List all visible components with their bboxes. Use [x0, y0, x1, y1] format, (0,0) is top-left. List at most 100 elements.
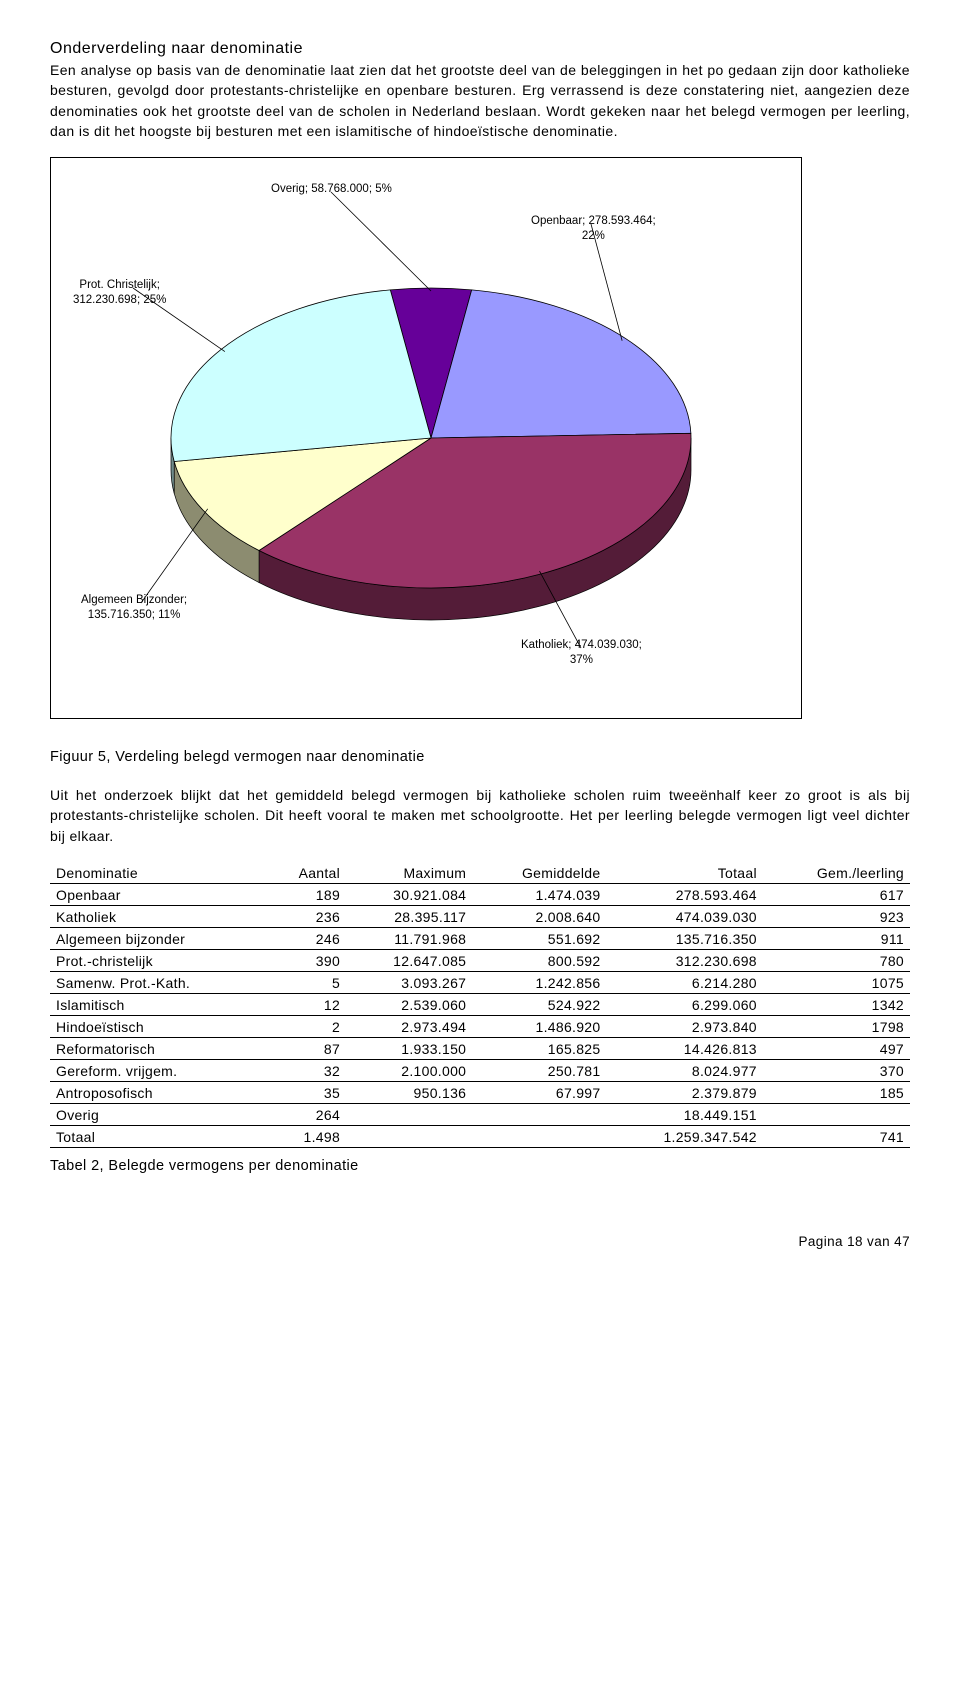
table-cell: 1798 — [763, 1016, 910, 1038]
table-header-cell: Gemiddelde — [472, 862, 606, 884]
table-cell: 2.008.640 — [472, 906, 606, 928]
paragraph-1: Een analyse op basis van de denominatie … — [50, 60, 910, 141]
table-cell: 1.933.150 — [346, 1038, 472, 1060]
table-cell: 278.593.464 — [606, 884, 762, 906]
section-heading: Onderverdeling naar denominatie — [50, 40, 910, 58]
table-cell: 2.539.060 — [346, 994, 472, 1016]
table-cell: Islamitisch — [50, 994, 267, 1016]
table-cell: Openbaar — [50, 884, 267, 906]
table-row: Samenw. Prot.-Kath.53.093.2671.242.8566.… — [50, 972, 910, 994]
table-cell: Antroposofisch — [50, 1082, 267, 1104]
table-cell: 390 — [267, 950, 346, 972]
table-cell: Algemeen bijzonder — [50, 928, 267, 950]
table-cell — [346, 1104, 472, 1126]
table-cell: 12 — [267, 994, 346, 1016]
table-cell: 87 — [267, 1038, 346, 1060]
table-cell: 551.692 — [472, 928, 606, 950]
table-cell: 2.973.840 — [606, 1016, 762, 1038]
table-cell — [472, 1104, 606, 1126]
table-cell: 6.214.280 — [606, 972, 762, 994]
table-cell: 497 — [763, 1038, 910, 1060]
pie-slice-label: Katholiek; 474.039.030;37% — [521, 638, 642, 667]
denomination-table: DenominatieAantalMaximumGemiddelde Totaal… — [50, 862, 910, 1148]
table-cell: 2.973.494 — [346, 1016, 472, 1038]
table-cell: Hindoeïstisch — [50, 1016, 267, 1038]
table-row: Prot.-christelijk39012.647.085800.592312… — [50, 950, 910, 972]
table-cell: 1.474.039 — [472, 884, 606, 906]
table-cell: 30.921.084 — [346, 884, 472, 906]
table-cell: 28.395.117 — [346, 906, 472, 928]
table-row: Gereform. vrijgem.322.100.000250.7818.02… — [50, 1060, 910, 1082]
table-cell: 6.299.060 — [606, 994, 762, 1016]
table-cell: 1.486.920 — [472, 1016, 606, 1038]
table-caption: Tabel 2, Belegde vermogens per denominat… — [50, 1158, 910, 1174]
table-cell: 250.781 — [472, 1060, 606, 1082]
table-cell: Prot.-christelijk — [50, 950, 267, 972]
table-cell: 246 — [267, 928, 346, 950]
table-cell: Reformatorisch — [50, 1038, 267, 1060]
table-cell: 617 — [763, 884, 910, 906]
table-cell — [763, 1104, 910, 1126]
table-cell: 35 — [267, 1082, 346, 1104]
table-cell: 800.592 — [472, 950, 606, 972]
table-row: Hindoeïstisch22.973.4941.486.9202.973.84… — [50, 1016, 910, 1038]
table-cell: 312.230.698 — [606, 950, 762, 972]
table-row: Islamitisch122.539.060524.9226.299.06013… — [50, 994, 910, 1016]
table-cell: 950.136 — [346, 1082, 472, 1104]
table-cell: 370 — [763, 1060, 910, 1082]
pie-slice-label: Prot. Christelijk;312.230.698; 25% — [73, 278, 166, 307]
table-cell: 1342 — [763, 994, 910, 1016]
table-cell: 1.259.347.542 — [606, 1126, 762, 1148]
table-row: Antroposofisch35950.13667.9972.379.87918… — [50, 1082, 910, 1104]
table-cell: Totaal — [50, 1126, 267, 1148]
table-cell: 1.498 — [267, 1126, 346, 1148]
pie-slice-label: Algemeen Bijzonder;135.716.350; 11% — [81, 593, 187, 622]
table-cell: Overig — [50, 1104, 267, 1126]
table-header-cell: Maximum — [346, 862, 472, 884]
table-cell: 18.449.151 — [606, 1104, 762, 1126]
table-row: Algemeen bijzonder24611.791.968551.69213… — [50, 928, 910, 950]
table-cell — [346, 1126, 472, 1148]
pie-chart-frame: Overig; 58.768.000; 5% Openbaar; 278.593.… — [50, 157, 802, 719]
pie-slice — [171, 290, 431, 462]
pie-chart-svg — [51, 158, 801, 718]
table-cell: 474.039.030 — [606, 906, 762, 928]
table-cell: 1.242.856 — [472, 972, 606, 994]
table-cell: 911 — [763, 928, 910, 950]
table-cell: 1075 — [763, 972, 910, 994]
table-cell: 3.093.267 — [346, 972, 472, 994]
table-cell: 32 — [267, 1060, 346, 1082]
table-header-cell: Denominatie — [50, 862, 267, 884]
table-cell: 264 — [267, 1104, 346, 1126]
table-row: Openbaar18930.921.0841.474.039278.593.46… — [50, 884, 910, 906]
table-row: Katholiek23628.395.1172.008.640474.039.0… — [50, 906, 910, 928]
table-cell: 780 — [763, 950, 910, 972]
table-header-cell: Gem./leerling — [763, 862, 910, 884]
table-cell: 14.426.813 — [606, 1038, 762, 1060]
table-cell: 2 — [267, 1016, 346, 1038]
pie-slice-label: Openbaar; 278.593.464;22% — [531, 214, 656, 243]
table-header-cell: Aantal — [267, 862, 346, 884]
table-cell: 189 — [267, 884, 346, 906]
table-cell: 923 — [763, 906, 910, 928]
table-cell: 741 — [763, 1126, 910, 1148]
figure-caption: Figuur 5, Verdeling belegd vermogen naar… — [50, 749, 910, 765]
table-row: Totaal1.498 1.259.347.542741 — [50, 1126, 910, 1148]
paragraph-2: Uit het onderzoek blijkt dat het gemidde… — [50, 785, 910, 846]
table-cell — [472, 1126, 606, 1148]
pie-slice — [431, 290, 691, 438]
table-cell: Samenw. Prot.-Kath. — [50, 972, 267, 994]
pie-slice-label: Overig; 58.768.000; 5% — [271, 182, 392, 196]
table-cell: 185 — [763, 1082, 910, 1104]
table-cell: 8.024.977 — [606, 1060, 762, 1082]
table-cell: 5 — [267, 972, 346, 994]
table-cell: 12.647.085 — [346, 950, 472, 972]
table-cell: 135.716.350 — [606, 928, 762, 950]
page-footer: Pagina 18 van 47 — [50, 1234, 910, 1249]
table-cell: 67.997 — [472, 1082, 606, 1104]
table-cell: 236 — [267, 906, 346, 928]
table-cell: Katholiek — [50, 906, 267, 928]
table-row: Overig264 18.449.151 — [50, 1104, 910, 1126]
table-cell: 2.379.879 — [606, 1082, 762, 1104]
table-cell: 11.791.968 — [346, 928, 472, 950]
